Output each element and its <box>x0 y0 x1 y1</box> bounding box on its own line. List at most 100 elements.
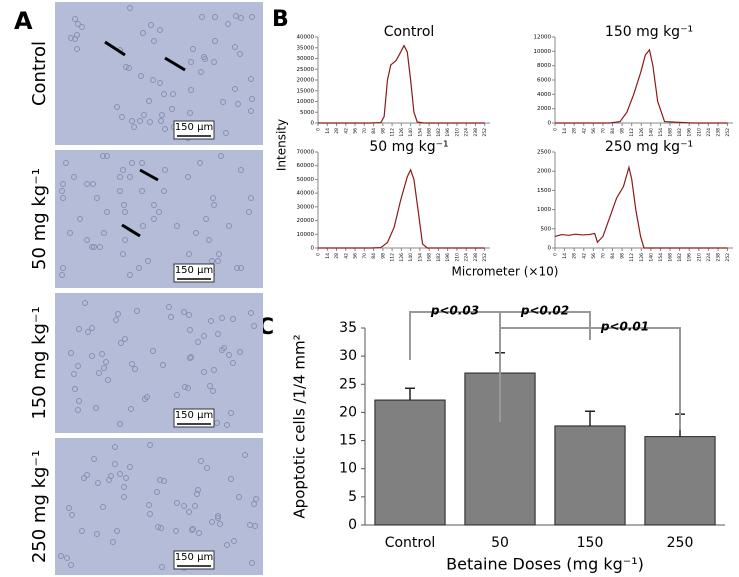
nucleus <box>160 362 166 368</box>
nucleus <box>128 406 134 412</box>
x-tick-label: 252 <box>725 253 731 262</box>
nucleus <box>162 167 168 173</box>
x-tick-label: 238 <box>715 253 721 262</box>
nucleus <box>185 385 191 391</box>
nucleus <box>224 422 230 428</box>
nucleus <box>60 181 66 187</box>
nucleus <box>122 209 128 215</box>
y-tick-label: 500 <box>541 226 552 232</box>
nucleus <box>215 258 221 264</box>
nucleus <box>187 327 193 333</box>
nucleus <box>64 555 70 561</box>
nucleus <box>100 504 106 510</box>
x-tick-label: 224 <box>706 128 712 137</box>
nucleus <box>90 181 96 187</box>
x-tick-label: 0 <box>553 253 559 256</box>
nucleus <box>117 174 123 180</box>
nucleus <box>201 54 207 60</box>
nucleus <box>193 230 199 236</box>
nucleus <box>101 230 107 236</box>
nucleus <box>89 325 95 331</box>
nucleus <box>236 494 242 500</box>
nucleus <box>174 223 180 229</box>
nucleus <box>223 130 229 136</box>
x-tick-label: 238 <box>473 253 479 262</box>
nucleus <box>140 223 146 229</box>
nucleus <box>81 475 87 481</box>
nucleus <box>147 442 153 448</box>
x-tick-label: 0 <box>316 253 322 256</box>
nucleus <box>72 16 78 22</box>
x-tick-label: 28 <box>334 253 340 259</box>
nucleus <box>69 512 75 518</box>
nucleus <box>228 410 234 416</box>
nucleus <box>186 312 192 318</box>
nucleus <box>129 160 135 166</box>
x-tick-label: 14 <box>562 128 568 134</box>
nucleus <box>113 317 119 323</box>
nucleus <box>68 350 74 356</box>
nucleus <box>169 106 175 112</box>
nucleus <box>84 237 90 243</box>
y-tick-label: 30000 <box>297 56 315 62</box>
nucleus <box>139 160 145 166</box>
line <box>554 164 728 249</box>
x-tick-label: 182 <box>436 128 442 137</box>
nucleus <box>150 77 156 83</box>
y-tick-label: 1000 <box>537 207 551 213</box>
nucleus <box>225 21 231 27</box>
x-tick-label: 70 <box>600 253 606 259</box>
arrow <box>104 40 126 57</box>
x-tick-label: 224 <box>464 128 470 137</box>
nucleus <box>147 119 153 125</box>
x-tick-label: 56 <box>591 128 597 134</box>
nucleus <box>156 209 162 215</box>
x-tick-label: 98 <box>380 253 386 259</box>
nucleus <box>127 272 133 278</box>
y-tick-label: 60000 <box>297 163 315 169</box>
nucleus <box>217 521 223 527</box>
line <box>555 48 728 124</box>
nucleus <box>162 126 168 132</box>
nucleus <box>212 14 218 20</box>
nucleus <box>248 195 254 201</box>
nucleus <box>210 195 216 201</box>
nucleus <box>215 513 221 519</box>
y-tick-label: 2500 <box>537 150 551 156</box>
x-tick-label: 210 <box>454 128 460 137</box>
nucleus <box>159 564 165 570</box>
nucleus <box>100 153 106 159</box>
x-axis-label: Micrometer (×10) <box>452 265 559 279</box>
nucleus <box>72 386 78 392</box>
scale-bar-box <box>173 408 215 428</box>
nucleus <box>158 525 164 531</box>
nucleus <box>76 326 82 332</box>
nucleus <box>203 216 209 222</box>
nucleus <box>251 323 257 329</box>
x-tick-label: 252 <box>725 128 731 137</box>
nucleus <box>170 91 176 97</box>
nucleus <box>207 383 213 389</box>
nucleus <box>127 5 133 11</box>
nucleus <box>67 230 73 236</box>
error-bar <box>405 387 415 401</box>
nucleus <box>79 24 85 30</box>
x-tick-label: 28 <box>334 128 340 134</box>
nucleus <box>60 195 66 201</box>
nucleus <box>121 202 127 208</box>
scale-bar-label: 150 µm <box>175 265 213 276</box>
nucleus <box>126 65 132 71</box>
x-tick-label: 112 <box>390 253 396 262</box>
nucleus <box>204 465 210 471</box>
y-axis-label: Intensity <box>275 119 289 171</box>
x-tick-label: 42 <box>343 128 349 134</box>
x-tick-label: 112 <box>629 253 635 262</box>
nucleus <box>253 496 259 502</box>
scale-bar-label: 150 µm <box>175 122 213 133</box>
nucleus <box>76 398 82 404</box>
nucleus <box>145 258 151 264</box>
nucleus <box>232 86 238 92</box>
nucleus <box>94 531 100 537</box>
x-tick-label: 14 <box>325 253 331 259</box>
y-tick-label: 10000 <box>534 49 552 55</box>
